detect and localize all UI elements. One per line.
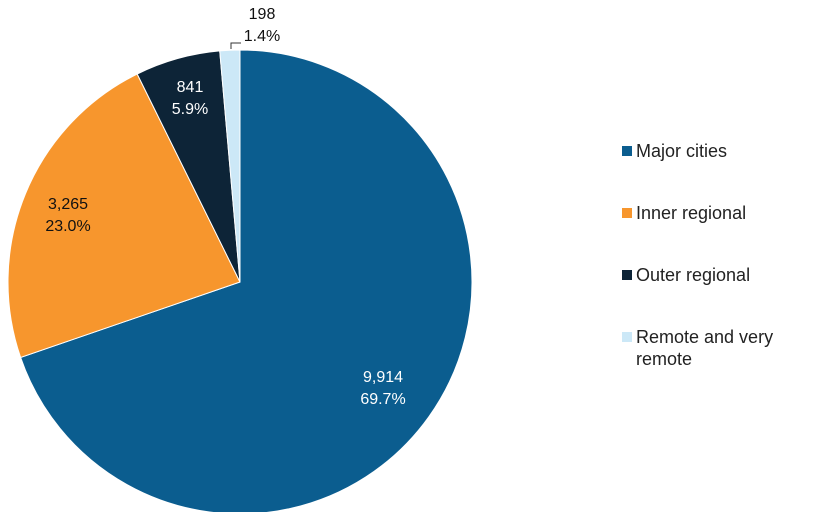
legend-swatch — [622, 332, 632, 342]
legend-item: Inner regional — [622, 202, 812, 264]
pie-slice — [219, 49, 241, 283]
legend-item: Major cities — [622, 140, 812, 202]
percent-label: 1.4% — [244, 28, 280, 45]
pie-slice — [7, 73, 241, 359]
percent-label: 5.9% — [172, 101, 208, 118]
value-label: 9,914 — [363, 369, 403, 386]
leader-line — [230, 42, 241, 49]
value-label: 841 — [177, 79, 204, 96]
value-label: 198 — [249, 6, 276, 23]
legend-swatch — [622, 270, 632, 280]
legend-label: Outer regional — [636, 265, 751, 285]
legend: Major cities Inner regional Outer regional… — [622, 140, 812, 388]
legend-label: Remote and very remote — [636, 327, 774, 369]
pie-slice — [19, 49, 473, 512]
legend-label: Inner regional — [636, 203, 747, 223]
legend-item: Outer regional — [622, 264, 812, 326]
legend-swatch — [622, 146, 632, 156]
value-label: 3,265 — [48, 196, 88, 213]
percent-label: 69.7% — [360, 391, 405, 408]
legend-label: Major cities — [636, 141, 728, 161]
legend-swatch — [622, 208, 632, 218]
legend-item: Remote and very remote — [622, 326, 812, 388]
percent-label: 23.0% — [45, 218, 90, 235]
